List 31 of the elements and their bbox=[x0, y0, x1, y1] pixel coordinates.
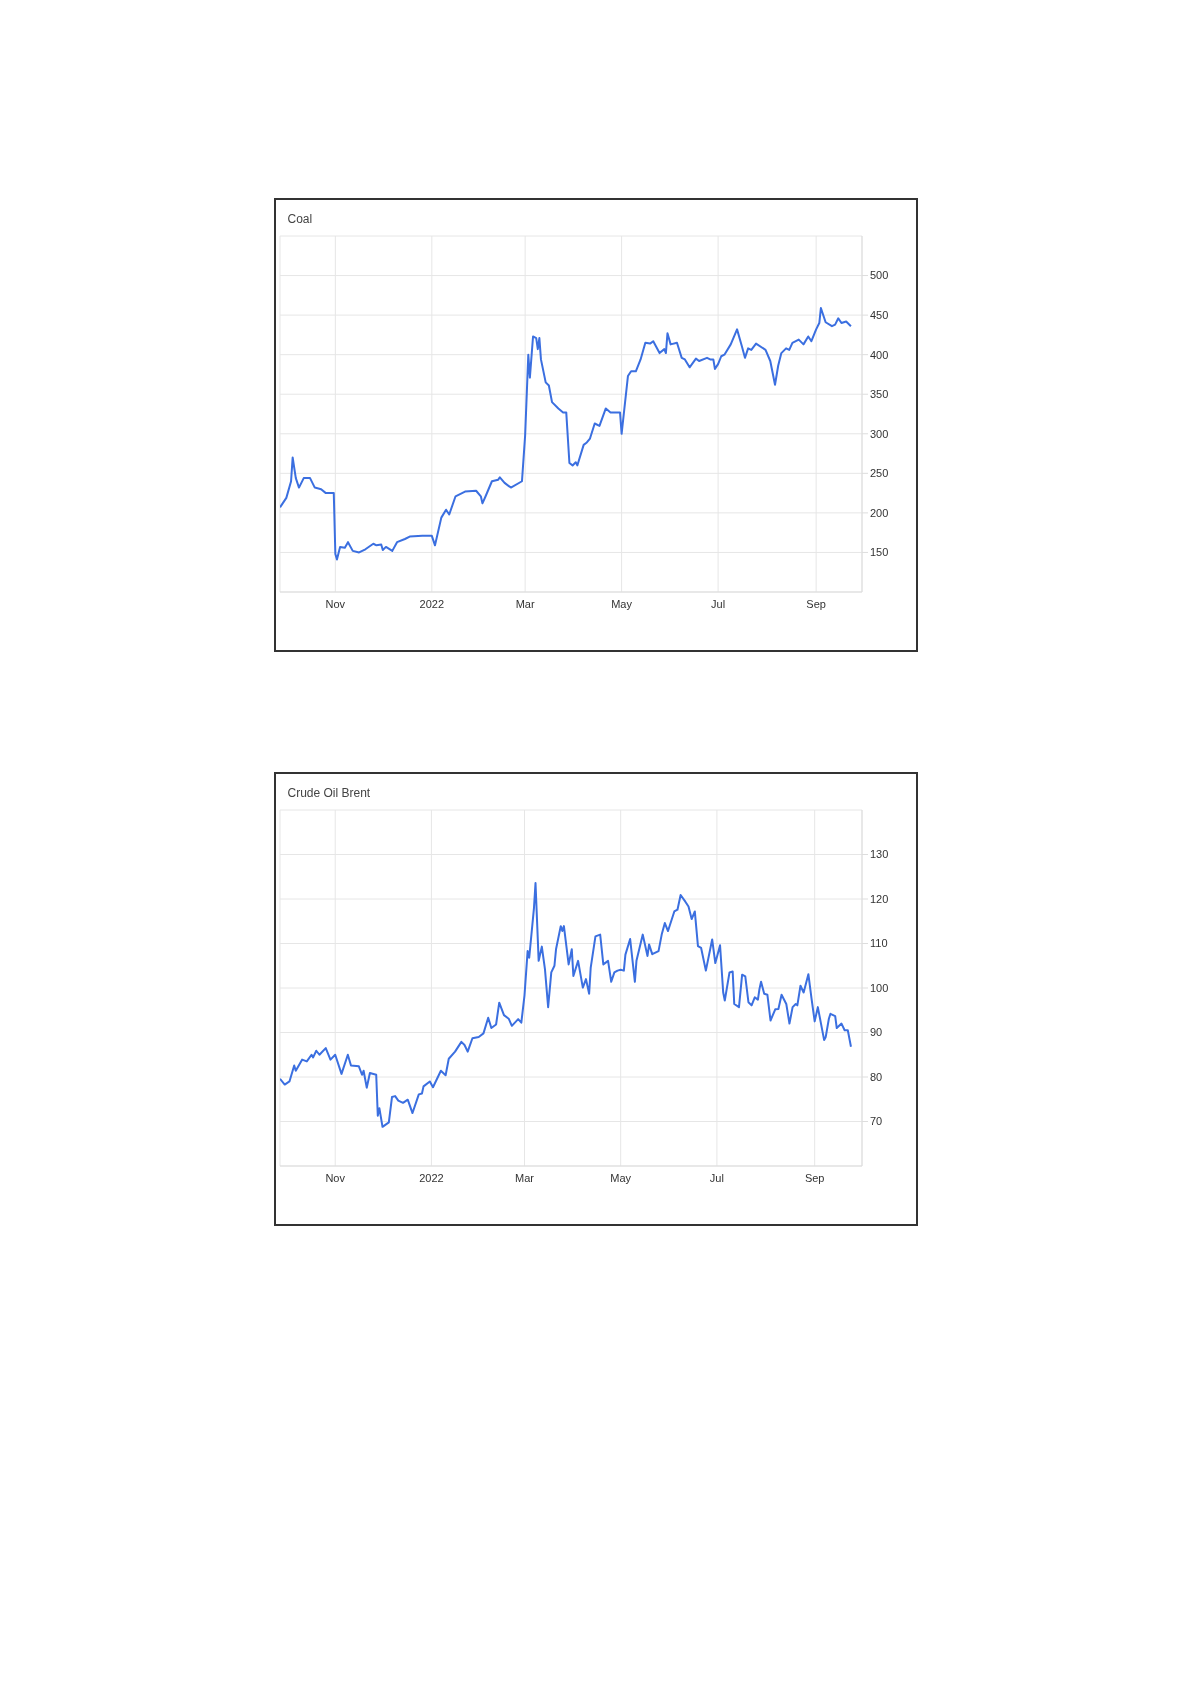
x-tick-label: Jul bbox=[710, 597, 725, 610]
x-tick-label: May bbox=[610, 597, 632, 610]
y-tick-label: 400 bbox=[869, 348, 888, 361]
chart-title: Coal bbox=[287, 212, 313, 226]
x-tick-label: Mar bbox=[515, 597, 535, 610]
x-tick-label: Nov bbox=[324, 1171, 345, 1184]
line-series bbox=[279, 881, 852, 1128]
y-tick-label: 130 bbox=[869, 848, 888, 861]
x-tick-label: Sep bbox=[804, 1171, 824, 1184]
y-tick-label: 350 bbox=[869, 388, 888, 401]
y-tick-label: 80 bbox=[869, 1070, 882, 1083]
chart-title: Crude Oil Brent bbox=[287, 786, 371, 800]
x-tick-label: 2022 bbox=[418, 1171, 444, 1184]
y-tick-label: 250 bbox=[869, 467, 888, 480]
y-tick-label: 90 bbox=[869, 1026, 882, 1039]
x-tick-label: Nov bbox=[325, 597, 346, 610]
x-tick-label: Mar bbox=[514, 1171, 534, 1184]
x-tick-label: 2022 bbox=[419, 597, 444, 610]
y-tick-label: 120 bbox=[869, 892, 888, 905]
x-tick-label: Jul bbox=[709, 1171, 724, 1184]
y-tick-label: 100 bbox=[869, 981, 888, 994]
y-tick-label: 70 bbox=[869, 1115, 882, 1128]
y-tick-label: 200 bbox=[869, 506, 888, 519]
y-tick-label: 300 bbox=[869, 427, 888, 440]
y-tick-label: 110 bbox=[869, 937, 888, 950]
x-tick-label: May bbox=[609, 1171, 632, 1184]
x-tick-label: Sep bbox=[805, 597, 826, 610]
y-tick-label: 450 bbox=[869, 309, 888, 322]
line-series bbox=[279, 306, 852, 561]
y-tick-label: 150 bbox=[869, 546, 888, 559]
y-tick-label: 500 bbox=[869, 269, 888, 282]
